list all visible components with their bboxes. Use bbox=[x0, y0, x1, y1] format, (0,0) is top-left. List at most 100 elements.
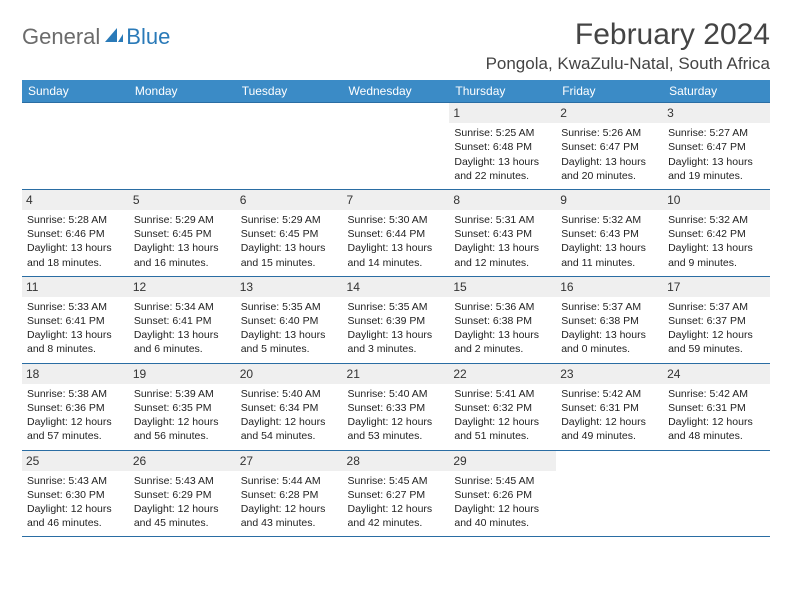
calendar-day-cell: 25Sunrise: 5:43 AMSunset: 6:30 PMDayligh… bbox=[22, 450, 129, 537]
sunset-text: Sunset: 6:41 PM bbox=[27, 314, 124, 328]
daylight-text: and 14 minutes. bbox=[348, 256, 445, 270]
day-number: 26 bbox=[129, 451, 236, 471]
sunset-text: Sunset: 6:31 PM bbox=[561, 401, 658, 415]
sunset-text: Sunset: 6:45 PM bbox=[241, 227, 338, 241]
daylight-text: and 12 minutes. bbox=[454, 256, 551, 270]
day-number: 5 bbox=[129, 190, 236, 210]
sunrise-text: Sunrise: 5:32 AM bbox=[561, 213, 658, 227]
sunset-text: Sunset: 6:40 PM bbox=[241, 314, 338, 328]
calendar-day-cell: 17Sunrise: 5:37 AMSunset: 6:37 PMDayligh… bbox=[663, 276, 770, 363]
calendar-day-cell: 27Sunrise: 5:44 AMSunset: 6:28 PMDayligh… bbox=[236, 450, 343, 537]
sunset-text: Sunset: 6:36 PM bbox=[27, 401, 124, 415]
sunset-text: Sunset: 6:47 PM bbox=[668, 140, 765, 154]
sunset-text: Sunset: 6:38 PM bbox=[454, 314, 551, 328]
sunset-text: Sunset: 6:38 PM bbox=[561, 314, 658, 328]
sunset-text: Sunset: 6:32 PM bbox=[454, 401, 551, 415]
calendar-day-cell: 24Sunrise: 5:42 AMSunset: 6:31 PMDayligh… bbox=[663, 363, 770, 450]
sunrise-text: Sunrise: 5:28 AM bbox=[27, 213, 124, 227]
calendar-day-cell: 20Sunrise: 5:40 AMSunset: 6:34 PMDayligh… bbox=[236, 363, 343, 450]
sunrise-text: Sunrise: 5:26 AM bbox=[561, 126, 658, 140]
sunset-text: Sunset: 6:39 PM bbox=[348, 314, 445, 328]
calendar-day-cell: 19Sunrise: 5:39 AMSunset: 6:35 PMDayligh… bbox=[129, 363, 236, 450]
calendar-day-cell: 28Sunrise: 5:45 AMSunset: 6:27 PMDayligh… bbox=[343, 450, 450, 537]
sunrise-text: Sunrise: 5:36 AM bbox=[454, 300, 551, 314]
calendar-day-cell: 4 Sunrise: 5:28 AMSunset: 6:46 PMDaylight… bbox=[22, 189, 129, 276]
calendar-day-cell: 7Sunrise: 5:30 AMSunset: 6:44 PMDaylight… bbox=[343, 189, 450, 276]
sunrise-text: Sunrise: 5:42 AM bbox=[668, 387, 765, 401]
day-header: Tuesday bbox=[236, 80, 343, 103]
daylight-text: Daylight: 13 hours bbox=[454, 155, 551, 169]
sunrise-text: Sunrise: 5:33 AM bbox=[27, 300, 124, 314]
day-header: Saturday bbox=[663, 80, 770, 103]
sunset-text: Sunset: 6:46 PM bbox=[27, 227, 124, 241]
location-subtitle: Pongola, KwaZulu-Natal, South Africa bbox=[486, 54, 770, 74]
sunrise-text: Sunrise: 5:29 AM bbox=[134, 213, 231, 227]
day-number: 19 bbox=[129, 364, 236, 384]
calendar-day-cell bbox=[129, 103, 236, 190]
daylight-text: and 49 minutes. bbox=[561, 429, 658, 443]
day-number: 4 bbox=[22, 190, 129, 210]
sunrise-text: Sunrise: 5:40 AM bbox=[348, 387, 445, 401]
title-block: February 2024 Pongola, KwaZulu-Natal, So… bbox=[486, 18, 770, 74]
day-number: 6 bbox=[236, 190, 343, 210]
month-title: February 2024 bbox=[486, 18, 770, 52]
sunrise-text: Sunrise: 5:40 AM bbox=[241, 387, 338, 401]
daylight-text: Daylight: 12 hours bbox=[27, 415, 124, 429]
sunrise-text: Sunrise: 5:32 AM bbox=[668, 213, 765, 227]
daylight-text: Daylight: 13 hours bbox=[561, 155, 658, 169]
daylight-text: and 42 minutes. bbox=[348, 516, 445, 530]
sunrise-text: Sunrise: 5:35 AM bbox=[348, 300, 445, 314]
daylight-text: Daylight: 13 hours bbox=[27, 241, 124, 255]
sunrise-text: Sunrise: 5:45 AM bbox=[454, 474, 551, 488]
calendar-day-cell: 26Sunrise: 5:43 AMSunset: 6:29 PMDayligh… bbox=[129, 450, 236, 537]
sunrise-text: Sunrise: 5:27 AM bbox=[668, 126, 765, 140]
daylight-text: and 51 minutes. bbox=[454, 429, 551, 443]
daylight-text: and 40 minutes. bbox=[454, 516, 551, 530]
daylight-text: Daylight: 13 hours bbox=[241, 328, 338, 342]
day-number: 11 bbox=[22, 277, 129, 297]
daylight-text: Daylight: 12 hours bbox=[561, 415, 658, 429]
day-number: 8 bbox=[449, 190, 556, 210]
daylight-text: and 56 minutes. bbox=[134, 429, 231, 443]
daylight-text: and 48 minutes. bbox=[668, 429, 765, 443]
day-number: 23 bbox=[556, 364, 663, 384]
calendar-day-cell: 21Sunrise: 5:40 AMSunset: 6:33 PMDayligh… bbox=[343, 363, 450, 450]
calendar-day-cell: 6 Sunrise: 5:29 AMSunset: 6:45 PMDaylight… bbox=[236, 189, 343, 276]
daylight-text: Daylight: 12 hours bbox=[668, 415, 765, 429]
daylight-text: and 46 minutes. bbox=[27, 516, 124, 530]
sunset-text: Sunset: 6:45 PM bbox=[134, 227, 231, 241]
daylight-text: Daylight: 12 hours bbox=[454, 502, 551, 516]
sunrise-text: Sunrise: 5:29 AM bbox=[241, 213, 338, 227]
sunrise-text: Sunrise: 5:45 AM bbox=[348, 474, 445, 488]
sunset-text: Sunset: 6:30 PM bbox=[27, 488, 124, 502]
day-number: 1 bbox=[449, 103, 556, 123]
calendar-day-cell: 11Sunrise: 5:33 AMSunset: 6:41 PMDayligh… bbox=[22, 276, 129, 363]
calendar-week-row: 11 Sunrise: 5:33 AMSunset: 6:41 PM Dayligh… bbox=[22, 276, 770, 363]
sunrise-text: Sunrise: 5:41 AM bbox=[454, 387, 551, 401]
daylight-text: Daylight: 12 hours bbox=[134, 415, 231, 429]
sunset-text: Sunset: 6:28 PM bbox=[241, 488, 338, 502]
sunrise-text: Sunrise: 5:44 AM bbox=[241, 474, 338, 488]
sunset-text: Sunset: 6:37 PM bbox=[668, 314, 765, 328]
calendar-head: SundayMondayTuesdayWednesdayThursdayFrid… bbox=[22, 80, 770, 103]
daylight-text: Daylight: 13 hours bbox=[668, 155, 765, 169]
daylight-text: Daylight: 12 hours bbox=[348, 415, 445, 429]
calendar-day-cell: 5Sunrise: 5:29 AMSunset: 6:45 PMDaylight… bbox=[129, 189, 236, 276]
calendar-day-cell: 12Sunrise: 5:34 AMSunset: 6:41 PMDayligh… bbox=[129, 276, 236, 363]
sunrise-text: Sunrise: 5:34 AM bbox=[134, 300, 231, 314]
sunrise-text: Sunrise: 5:42 AM bbox=[561, 387, 658, 401]
daylight-text: and 11 minutes. bbox=[561, 256, 658, 270]
calendar-day-cell: 9Sunrise: 5:32 AMSunset: 6:43 PMDaylight… bbox=[556, 189, 663, 276]
daylight-text: Daylight: 13 hours bbox=[561, 241, 658, 255]
calendar-day-cell bbox=[663, 450, 770, 537]
daylight-text: Daylight: 12 hours bbox=[454, 415, 551, 429]
day-number: 21 bbox=[343, 364, 450, 384]
daylight-text: Daylight: 13 hours bbox=[348, 241, 445, 255]
day-number: 20 bbox=[236, 364, 343, 384]
daylight-text: and 5 minutes. bbox=[241, 342, 338, 356]
day-number: 17 bbox=[663, 277, 770, 297]
day-number: 9 bbox=[556, 190, 663, 210]
calendar-day-cell bbox=[22, 103, 129, 190]
daylight-text: Daylight: 13 hours bbox=[241, 241, 338, 255]
day-number: 16 bbox=[556, 277, 663, 297]
